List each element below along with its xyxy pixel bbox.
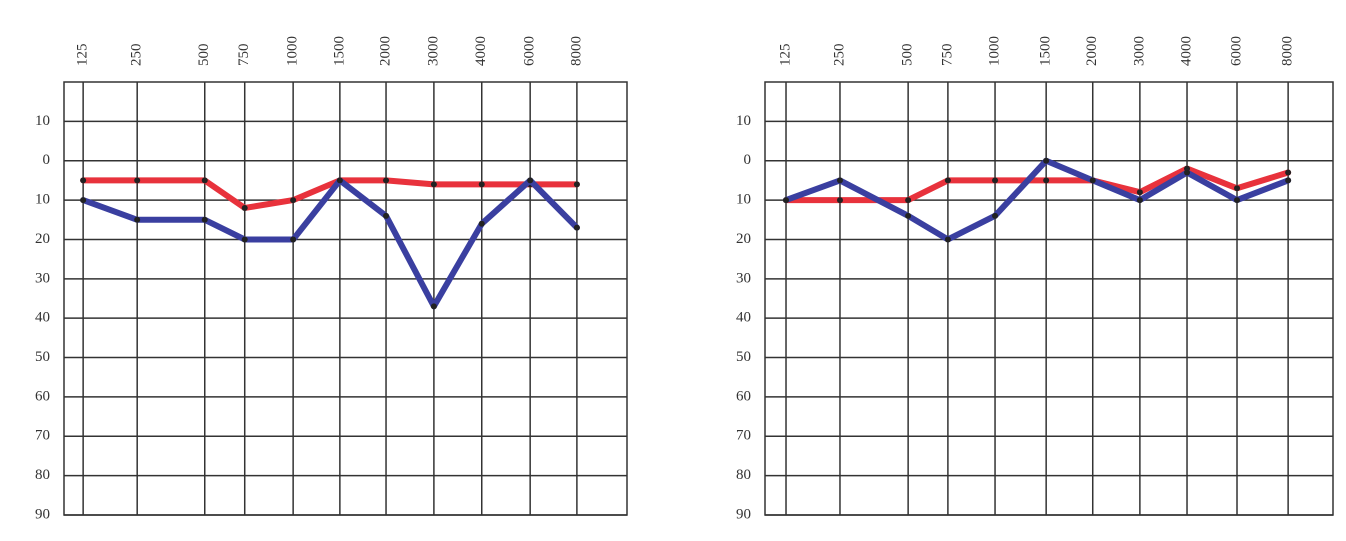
y-tick-label: 80 <box>736 467 751 483</box>
point <box>134 177 141 184</box>
point <box>430 303 437 310</box>
x-tick-label: 125 <box>75 44 91 67</box>
point <box>944 236 951 243</box>
point <box>478 220 485 227</box>
point <box>383 212 390 219</box>
point <box>1234 197 1241 204</box>
y-tick-label: 70 <box>35 428 50 444</box>
point <box>80 177 87 184</box>
point <box>905 197 912 204</box>
plot-frame <box>764 81 1334 516</box>
y-tick-label: 40 <box>736 310 751 326</box>
x-tick-label: 8000 <box>568 36 584 66</box>
point <box>241 236 248 243</box>
point <box>336 177 343 184</box>
x-tick-label: 3000 <box>425 36 441 66</box>
x-tick-label: 4000 <box>473 36 489 66</box>
x-tick-label: 1000 <box>986 36 1002 66</box>
x-tick-label: 2000 <box>1084 36 1100 66</box>
y-tick-label: 0 <box>43 152 51 168</box>
point <box>944 177 951 184</box>
point <box>290 197 297 204</box>
x-tick-label: 4000 <box>1178 36 1194 66</box>
x-tick-label: 6000 <box>522 36 538 66</box>
x-tick-label: 500 <box>196 44 212 67</box>
y-tick-label: 80 <box>35 467 50 483</box>
point <box>1285 169 1292 176</box>
y-tick-label: 20 <box>736 231 751 247</box>
point <box>905 212 912 219</box>
y-tick-label: 60 <box>736 388 751 404</box>
point <box>573 181 580 188</box>
y-tick-label: 70 <box>736 428 751 444</box>
x-tick-label: 250 <box>831 44 847 67</box>
point <box>1285 177 1292 184</box>
x-tick-label: 1500 <box>1038 36 1054 66</box>
point <box>430 181 437 188</box>
point <box>992 212 999 219</box>
x-tick-label: 500 <box>900 44 916 67</box>
y-tick-label: 10 <box>736 113 751 129</box>
y-tick-label: 40 <box>35 310 50 326</box>
x-tick-label: 2000 <box>377 36 393 66</box>
y-tick-label: 30 <box>736 270 751 286</box>
point <box>478 181 485 188</box>
point <box>1184 169 1191 176</box>
point <box>992 177 999 184</box>
y-tick-label: 20 <box>35 231 50 247</box>
point <box>527 177 534 184</box>
series-line <box>80 177 580 310</box>
y-tick-label: 0 <box>744 152 752 168</box>
point <box>383 177 390 184</box>
y-tick-label: 10 <box>736 192 751 208</box>
y-tick-label: 90 <box>736 506 751 522</box>
point <box>1136 189 1143 196</box>
point <box>1043 177 1050 184</box>
x-tick-label: 3000 <box>1131 36 1147 66</box>
point <box>783 197 790 204</box>
x-tick-label: 1500 <box>331 36 347 66</box>
x-tick-label: 8000 <box>1280 36 1296 66</box>
point <box>1136 197 1143 204</box>
plot-frame <box>63 81 628 516</box>
point <box>573 224 580 231</box>
point <box>201 177 208 184</box>
point <box>290 236 297 243</box>
x-tick-label: 125 <box>777 44 793 67</box>
y-tick-label: 90 <box>35 506 50 522</box>
point <box>80 197 87 204</box>
x-tick-label: 750 <box>236 44 252 67</box>
point <box>1234 185 1241 192</box>
point <box>1089 177 1096 184</box>
y-tick-label: 10 <box>35 192 50 208</box>
x-tick-label: 1000 <box>285 36 301 66</box>
x-tick-label: 750 <box>939 44 955 67</box>
y-tick-label: 50 <box>35 349 50 365</box>
y-tick-label: 30 <box>35 270 50 286</box>
y-tick-label: 60 <box>35 388 50 404</box>
y-tick-label: 50 <box>736 349 751 365</box>
y-tick-label: 10 <box>35 113 50 129</box>
x-tick-label: 6000 <box>1228 36 1244 66</box>
point <box>1043 157 1050 164</box>
x-tick-label: 250 <box>129 44 145 67</box>
point <box>836 177 843 184</box>
point <box>201 216 208 223</box>
point <box>241 204 248 211</box>
point <box>836 197 843 204</box>
point <box>134 216 141 223</box>
